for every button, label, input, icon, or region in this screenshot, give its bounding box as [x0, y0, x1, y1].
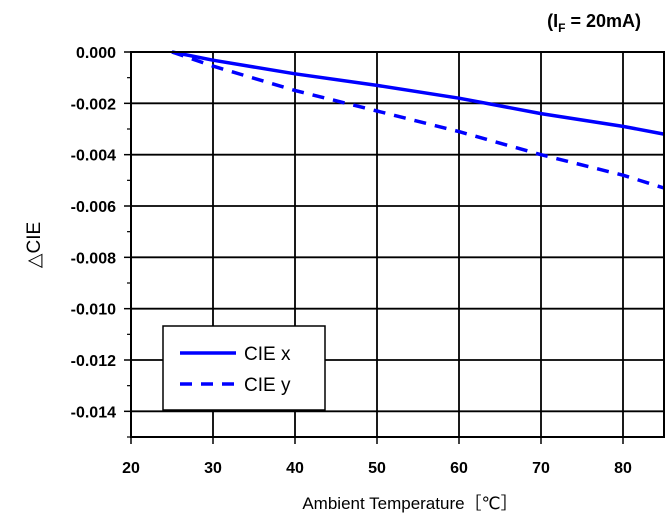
y-tick-label: -0.010	[71, 302, 116, 319]
x-tick-label: 60	[450, 460, 468, 477]
legend: CIE x CIE y	[162, 325, 326, 411]
grid-layer	[131, 51, 664, 437]
series-line-cie-x	[171, 50, 665, 136]
y-axis-label: △CIE	[24, 222, 45, 268]
legend-label-cie-y: CIE y	[244, 375, 291, 396]
condition-label: (IF = 20mA)	[547, 11, 641, 35]
x-tick-label: 70	[532, 460, 550, 477]
x-tick-label: 50	[368, 460, 386, 477]
x-axis: 20 30 40 50 60 70 80	[122, 437, 632, 477]
y-tick-label: -0.004	[71, 148, 116, 165]
legend-box	[162, 325, 326, 411]
x-tick-label: 30	[204, 460, 222, 477]
legend-label-cie-x: CIE x	[244, 344, 291, 365]
x-tick-label: 20	[122, 460, 140, 477]
series-line-cie-y	[171, 50, 665, 190]
plot-frame	[130, 51, 665, 438]
x-tick-label: 80	[614, 460, 632, 477]
y-tick-label: -0.006	[71, 199, 116, 216]
x-tick-label: 40	[286, 460, 304, 477]
y-tick-label: -0.002	[71, 96, 116, 113]
y-tick-label: -0.014	[71, 404, 116, 421]
y-tick-label: -0.008	[71, 250, 116, 267]
y-tick-label: -0.012	[71, 353, 116, 370]
x-axis-label: Ambient Temperature［℃］	[302, 494, 517, 513]
y-axis: 0.000 -0.002 -0.004 -0.006 -0.008 -0.010 -0.01…	[71, 45, 131, 438]
series-layer	[171, 50, 665, 190]
y-tick-label: 0.000	[76, 45, 116, 62]
